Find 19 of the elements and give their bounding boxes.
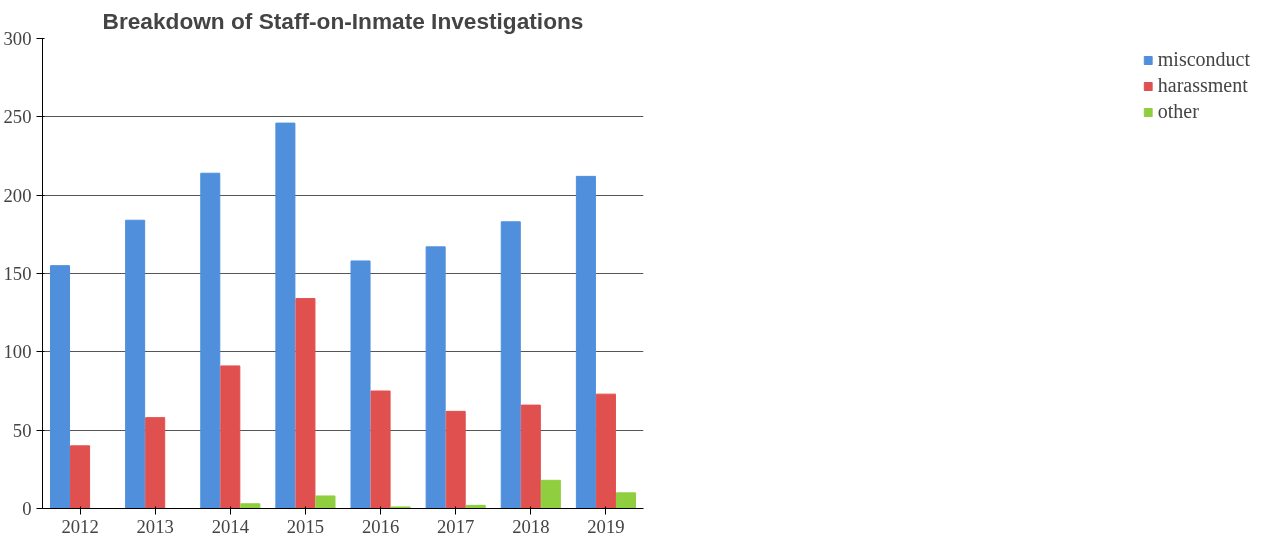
y-tick-label: 150 (3, 263, 32, 284)
x-tick-label: 2019 (587, 515, 625, 537)
y-tick-label: 300 (3, 28, 32, 49)
x-tick-label: 2012 (61, 515, 99, 537)
legend-label: misconduct (1157, 48, 1250, 71)
legend-label: harassment (1157, 74, 1248, 97)
legend-label: other (1157, 100, 1199, 123)
y-tick-label: 200 (3, 184, 32, 206)
x-tick-label: 2014 (211, 515, 250, 537)
y-tick-label: 50 (12, 419, 32, 441)
y-tick-label: 250 (3, 106, 32, 128)
x-tick-label: 2017 (437, 515, 475, 537)
chart-title: Breakdown of Staff-on-Inmate Investigations (102, 7, 584, 34)
y-tick-label: 100 (3, 341, 32, 363)
x-tick-label: 2016 (361, 515, 400, 537)
x-tick-label: 2013 (136, 515, 174, 537)
x-tick-label: 2015 (286, 515, 325, 537)
y-tick-label: 0 (22, 498, 32, 519)
x-tick-label: 2018 (512, 515, 550, 537)
